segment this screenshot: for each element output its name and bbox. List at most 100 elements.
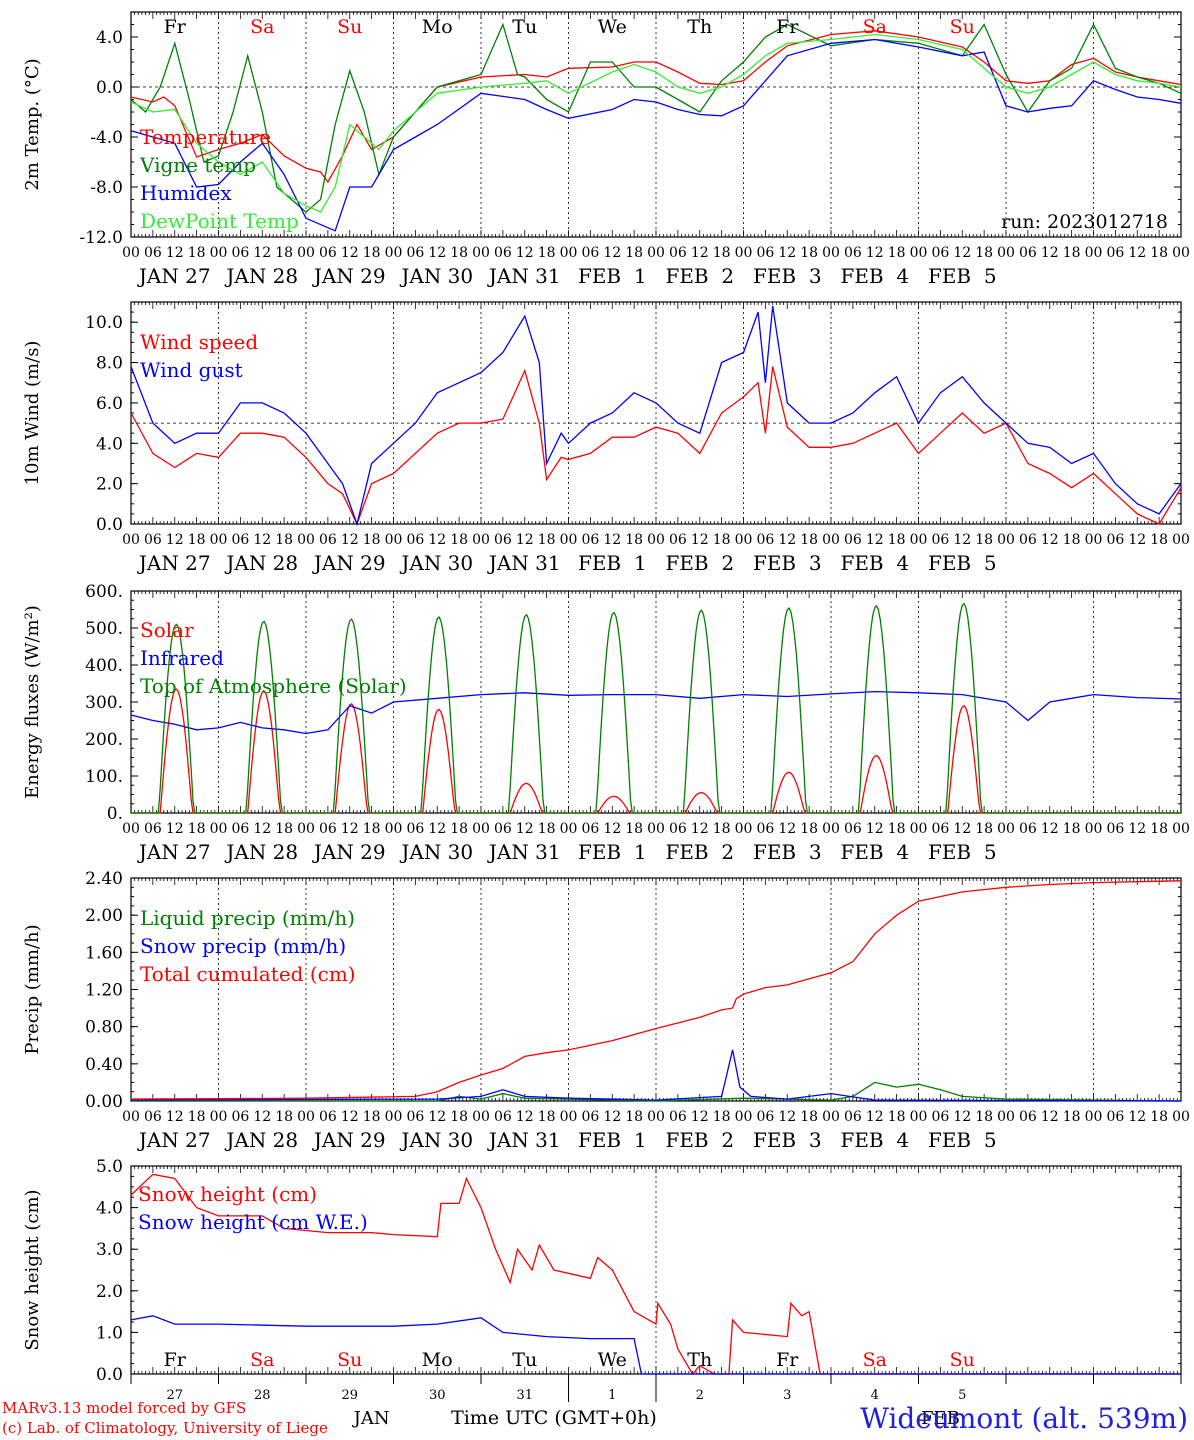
hour-tick-label: 12 bbox=[341, 532, 359, 548]
hour-tick-label: 12 bbox=[953, 532, 971, 548]
y-tick-label: 0.80 bbox=[85, 1018, 123, 1038]
hour-tick-label: 00 bbox=[385, 1109, 403, 1125]
day-name-label: Mo bbox=[422, 16, 453, 38]
hour-tick-label: 18 bbox=[625, 821, 643, 837]
hour-tick-label: 12 bbox=[866, 532, 884, 548]
hour-tick-label: 00 bbox=[297, 245, 315, 261]
hour-tick-label: 18 bbox=[713, 532, 731, 548]
hour-tick-label: 12 bbox=[166, 821, 184, 837]
hour-tick-label: 06 bbox=[1019, 532, 1037, 548]
hour-tick-label: 18 bbox=[713, 245, 731, 261]
date-label: FEB 2 bbox=[665, 551, 734, 575]
series-line-snow-height-cm- bbox=[130, 1173, 1181, 1376]
hour-tick-label: 00 bbox=[560, 532, 578, 548]
hour-tick-label: 00 bbox=[910, 245, 928, 261]
hour-tick-label: 00 bbox=[122, 532, 140, 548]
date-label: FEB 3 bbox=[753, 551, 822, 575]
hour-tick-label: 06 bbox=[581, 1109, 599, 1125]
legend-entry: Snow precip (mm/h) bbox=[140, 934, 346, 958]
hour-tick-label: 06 bbox=[1106, 532, 1124, 548]
hour-tick-label: 00 bbox=[1172, 821, 1190, 837]
series-line-wind-speed bbox=[130, 366, 1182, 526]
hour-tick-label: 06 bbox=[231, 532, 249, 548]
hour-tick-label: 06 bbox=[669, 1109, 687, 1125]
date-label: JAN 30 bbox=[399, 264, 473, 288]
y-axis-label: 2m Temp. (°C) bbox=[22, 58, 43, 190]
y-axis-label: Snow height (cm) bbox=[22, 1189, 43, 1350]
hour-tick-label: 00 bbox=[385, 821, 403, 837]
hour-tick-label: 12 bbox=[603, 532, 621, 548]
credit-lab-text: (c) Lab. of Climatology, University of L… bbox=[2, 1419, 328, 1437]
date-label: JAN 27 bbox=[137, 264, 211, 288]
hour-tick-label: 18 bbox=[450, 821, 468, 837]
hour-tick-label: 18 bbox=[1150, 821, 1168, 837]
hour-tick-label: 18 bbox=[888, 821, 906, 837]
hour-tick-label: 12 bbox=[778, 532, 796, 548]
hour-tick-label: 00 bbox=[997, 1109, 1015, 1125]
hour-tick-label: 06 bbox=[1019, 821, 1037, 837]
hour-tick-label: 00 bbox=[122, 1109, 140, 1125]
hour-tick-label: 00 bbox=[647, 245, 665, 261]
hour-tick-label: 18 bbox=[1063, 532, 1081, 548]
hour-tick-label: 00 bbox=[560, 821, 578, 837]
day-name-label: Sa bbox=[250, 16, 274, 38]
hour-tick-label: 06 bbox=[319, 1109, 337, 1125]
hour-tick-label: 12 bbox=[341, 1109, 359, 1125]
hour-tick-label: 06 bbox=[756, 1109, 774, 1125]
hour-tick-label: 12 bbox=[691, 532, 709, 548]
hour-tick-label: 06 bbox=[844, 821, 862, 837]
date-label: FEB 4 bbox=[840, 551, 909, 575]
hour-tick-label: 18 bbox=[625, 1109, 643, 1125]
y-tick-label: 0.0 bbox=[96, 78, 123, 98]
hour-tick-label: 00 bbox=[210, 821, 228, 837]
date-label: JAN 27 bbox=[137, 551, 211, 575]
hour-tick-label: 06 bbox=[1106, 1109, 1124, 1125]
y-tick-label: 2.00 bbox=[85, 906, 123, 926]
hour-tick-label: 00 bbox=[735, 821, 753, 837]
hour-tick-label: 06 bbox=[1019, 1109, 1037, 1125]
hour-tick-label: 06 bbox=[756, 821, 774, 837]
hour-tick-label: 18 bbox=[188, 532, 206, 548]
hour-tick-label: 18 bbox=[800, 821, 818, 837]
legend-entry: Wind gust bbox=[140, 358, 243, 382]
x-axis-label: Time UTC (GMT+0h) bbox=[451, 1407, 657, 1429]
hour-tick-label: 06 bbox=[1106, 245, 1124, 261]
credit-model-text: MARv3.13 model forced by GFS bbox=[2, 1399, 247, 1417]
hour-tick-label: 06 bbox=[1019, 245, 1037, 261]
snow-day-name-label: We bbox=[598, 1349, 627, 1371]
snow-day-name-label: Su bbox=[337, 1349, 362, 1371]
hour-tick-label: 06 bbox=[669, 532, 687, 548]
hour-tick-label: 06 bbox=[319, 532, 337, 548]
y-tick-label: 1.60 bbox=[85, 943, 123, 963]
hour-tick-label: 12 bbox=[866, 1109, 884, 1125]
hour-tick-label: 18 bbox=[275, 1109, 293, 1125]
y-tick-label: -8.0 bbox=[90, 178, 123, 198]
legend-entry: Snow height (cm) bbox=[138, 1182, 317, 1206]
hour-tick-label: 12 bbox=[253, 245, 271, 261]
date-label: FEB 5 bbox=[928, 1128, 997, 1152]
day-name-label: Su bbox=[950, 16, 975, 38]
series-line-wind-gust bbox=[130, 305, 1182, 527]
y-tick-label: 0.0 bbox=[96, 515, 123, 535]
snow-day-name-label: Th bbox=[687, 1349, 712, 1371]
date-label: FEB 2 bbox=[665, 1128, 734, 1152]
hour-tick-label: 12 bbox=[166, 532, 184, 548]
hour-tick-label: 18 bbox=[538, 821, 556, 837]
hour-tick-label: 12 bbox=[1041, 1109, 1059, 1125]
hour-tick-label: 18 bbox=[538, 532, 556, 548]
hour-tick-label: 06 bbox=[669, 821, 687, 837]
y-tick-label: -4.0 bbox=[90, 128, 123, 148]
hour-tick-label: 18 bbox=[888, 532, 906, 548]
hour-tick-label: 00 bbox=[122, 821, 140, 837]
hour-tick-label: 18 bbox=[1150, 532, 1168, 548]
hour-tick-label: 18 bbox=[975, 821, 993, 837]
hour-tick-label: 06 bbox=[494, 532, 512, 548]
day-name-label: Tu bbox=[512, 16, 537, 38]
day-name-label: Su bbox=[337, 16, 362, 38]
hour-tick-label: 00 bbox=[472, 532, 490, 548]
hour-tick-label: 12 bbox=[1128, 821, 1146, 837]
hour-tick-label: 18 bbox=[450, 245, 468, 261]
hour-tick-label: 00 bbox=[210, 245, 228, 261]
date-label: JAN 27 bbox=[137, 840, 211, 864]
date-label: JAN 30 bbox=[399, 551, 473, 575]
